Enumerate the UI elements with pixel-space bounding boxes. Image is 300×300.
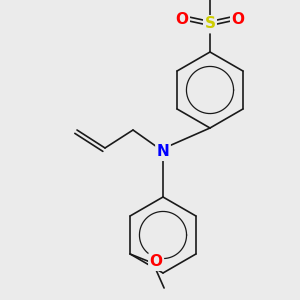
Text: S: S bbox=[205, 16, 215, 32]
Text: N: N bbox=[157, 145, 169, 160]
Text: O: O bbox=[150, 254, 163, 269]
Text: O: O bbox=[176, 11, 188, 26]
Text: O: O bbox=[232, 11, 244, 26]
